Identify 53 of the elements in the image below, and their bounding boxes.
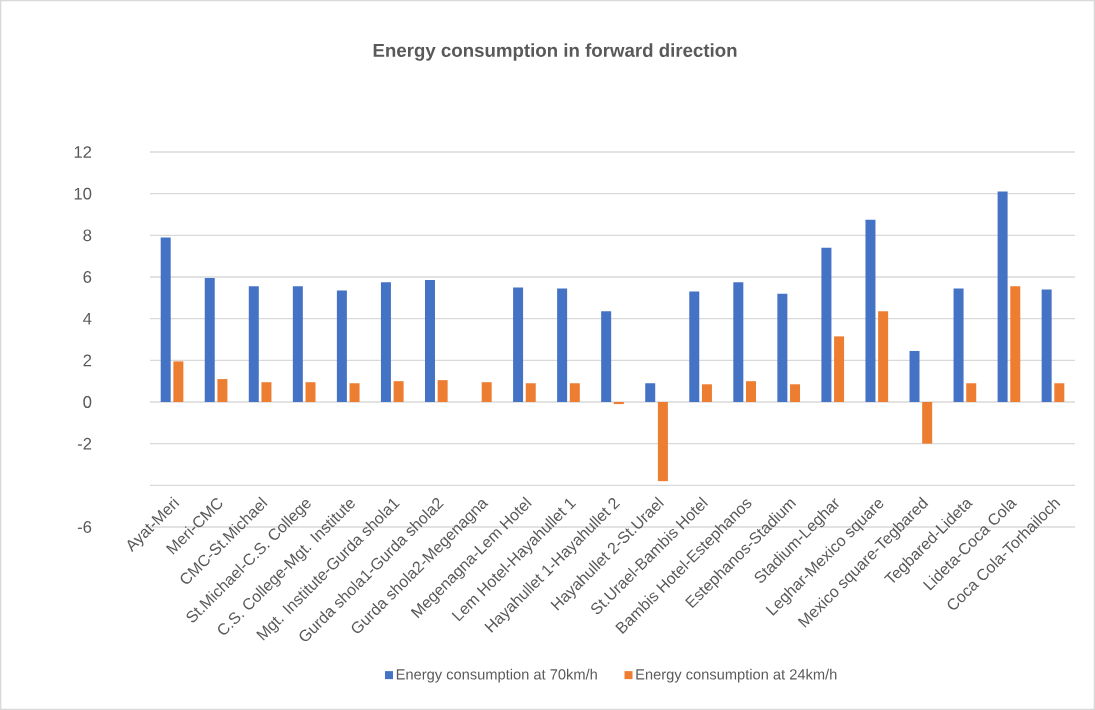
bar <box>601 311 612 402</box>
y-tick-label: 4 <box>83 312 92 325</box>
bar <box>305 382 316 402</box>
y-tick-label: -2 <box>77 437 92 450</box>
legend-label: Energy consumption at 70km/h <box>396 668 597 683</box>
bar <box>878 311 889 402</box>
bar <box>557 288 568 402</box>
bar <box>481 382 492 402</box>
bar <box>160 237 171 402</box>
bar <box>513 287 524 402</box>
bar <box>790 384 801 402</box>
bar <box>380 282 391 402</box>
bar <box>569 383 580 402</box>
y-tick-label: -6 <box>77 521 92 533</box>
y-tick-label: 6 <box>83 271 92 283</box>
bar <box>953 288 964 402</box>
bar <box>922 402 933 444</box>
bar <box>689 291 700 402</box>
bar <box>248 286 259 402</box>
bar <box>292 286 303 402</box>
bar <box>777 293 788 402</box>
bar <box>701 384 712 402</box>
bar <box>261 382 272 402</box>
bar <box>424 280 435 402</box>
bar <box>1010 286 1021 402</box>
y-tick-label: 2 <box>83 354 92 367</box>
bar <box>393 381 404 402</box>
bar <box>645 383 656 402</box>
y-tick-label: 12 <box>74 146 92 158</box>
bar <box>437 380 448 402</box>
bar <box>173 361 184 402</box>
bar <box>349 383 360 402</box>
bar <box>1054 383 1065 402</box>
bar <box>657 402 668 482</box>
y-tick-label: 8 <box>83 229 92 242</box>
bar <box>834 336 845 402</box>
bar <box>525 383 536 402</box>
y-tick-label: 10 <box>74 187 92 200</box>
bar <box>745 381 756 402</box>
bar <box>613 402 624 405</box>
bar <box>966 383 977 402</box>
bar <box>865 219 876 402</box>
bar <box>997 191 1008 402</box>
bar <box>733 282 744 402</box>
chart-title: Energy consumption in forward direction <box>373 43 737 61</box>
bar <box>1041 289 1052 402</box>
bar <box>217 379 228 402</box>
bar <box>909 350 920 402</box>
bar <box>204 278 215 402</box>
bar <box>336 290 347 402</box>
bar <box>821 247 832 402</box>
y-tick-label: 0 <box>83 396 92 408</box>
legend-label: Energy consumption at 24km/h <box>636 668 837 683</box>
